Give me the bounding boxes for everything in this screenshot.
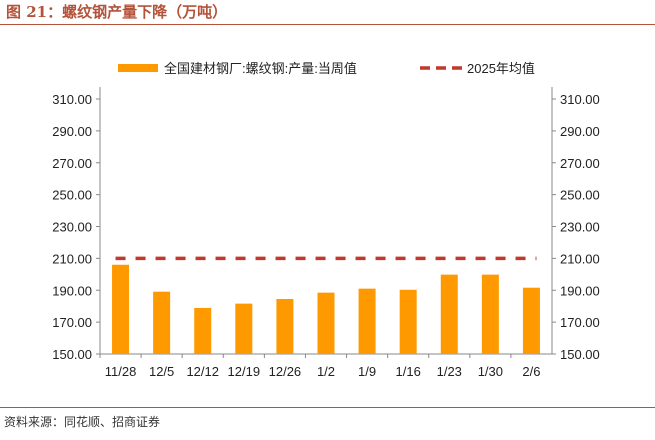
bar (112, 264, 130, 354)
x-tick-label: 1/23 (437, 364, 462, 379)
y-tick-label-left: 190.00 (52, 283, 92, 298)
y-tick-label-left: 210.00 (52, 251, 92, 266)
x-tick-label: 12/26 (269, 364, 302, 379)
figure-title: 图 21：螺纹钢产量下降（万吨） (6, 3, 228, 21)
y-tick-label-right: 250.00 (560, 188, 600, 203)
legend-label-bar: 全国建材钢厂:螺纹钢:产量:当周值 (164, 61, 357, 76)
y-tick-label-right: 290.00 (560, 124, 600, 139)
y-tick-label-right: 230.00 (560, 220, 600, 235)
y-tick-label-left: 170.00 (52, 315, 92, 330)
y-tick-label-left: 250.00 (52, 188, 92, 203)
legend-bar-swatch (118, 64, 158, 72)
x-tick-label: 1/30 (478, 364, 503, 379)
y-tick-label-right: 210.00 (560, 251, 600, 266)
bar (235, 303, 253, 354)
bar (194, 307, 212, 354)
title-divider (0, 24, 655, 25)
bar (481, 274, 499, 354)
y-tick-label-left: 270.00 (52, 156, 92, 171)
y-tick-label-right: 150.00 (560, 347, 600, 362)
bar (358, 288, 376, 354)
x-tick-label: 12/12 (186, 364, 219, 379)
x-tick-label: 11/28 (105, 364, 137, 379)
y-tick-label-right: 170.00 (560, 315, 600, 330)
y-tick-label-right: 310.00 (560, 92, 600, 107)
bar (317, 292, 335, 354)
y-tick-label-left: 150.00 (52, 347, 92, 362)
y-tick-label-left: 290.00 (52, 124, 92, 139)
x-tick-label: 1/16 (396, 364, 421, 379)
bar (399, 289, 417, 354)
y-tick-label-left: 230.00 (52, 220, 92, 235)
x-tick-label: 12/5 (149, 364, 174, 379)
bar (153, 291, 171, 354)
x-tick-label: 2/6 (522, 364, 540, 379)
source-note: 资料来源：同花顺、招商证券 (4, 415, 161, 429)
legend-label-avg: 2025年均值 (467, 61, 535, 76)
y-tick-label-right: 190.00 (560, 283, 600, 298)
bar (440, 274, 458, 354)
x-tick-label: 1/9 (358, 364, 376, 379)
x-tick-label: 1/2 (317, 364, 335, 379)
y-tick-label-left: 310.00 (52, 92, 92, 107)
x-tick-label: 12/19 (228, 364, 261, 379)
bar (276, 299, 294, 354)
source-divider (0, 407, 655, 408)
bar (522, 287, 540, 354)
y-tick-label-right: 270.00 (560, 156, 600, 171)
